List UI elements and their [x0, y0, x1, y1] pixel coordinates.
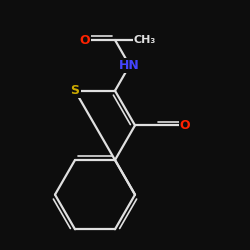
Text: S: S — [70, 84, 80, 97]
Text: O: O — [80, 34, 90, 46]
Text: O: O — [180, 119, 190, 132]
Text: HN: HN — [119, 59, 140, 72]
Text: CH₃: CH₃ — [134, 35, 156, 45]
